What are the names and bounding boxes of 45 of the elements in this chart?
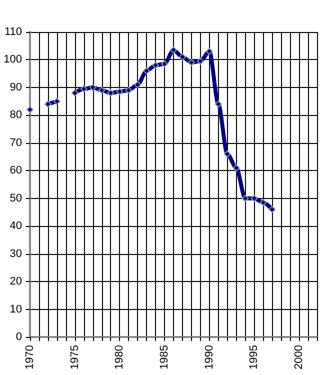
point: [188, 59, 195, 66]
y-tick-label: 0: [16, 331, 22, 343]
point: [242, 194, 249, 202]
point: [232, 164, 240, 172]
y-tick-label: 40: [10, 220, 22, 232]
point: [178, 53, 186, 60]
y-tick-label: 110: [4, 26, 22, 38]
point: [214, 100, 222, 108]
point: [80, 85, 88, 92]
y-tick-label: 90: [10, 81, 22, 94]
x-tick-label: 1980: [114, 345, 126, 370]
x-tick-label: 1975: [68, 345, 81, 370]
point: [71, 90, 78, 96]
point: [196, 58, 204, 65]
x-tick-label: 1970: [24, 345, 36, 370]
point: [152, 62, 160, 69]
point: [206, 48, 213, 55]
x-tick-label: 1990: [203, 345, 216, 370]
y-tick-label: 50: [10, 192, 22, 204]
point: [143, 67, 150, 74]
point: [116, 88, 124, 96]
point: [170, 46, 177, 54]
point: [268, 206, 276, 213]
point: [53, 98, 60, 105]
point: [26, 106, 34, 114]
y-tick-label: 60: [10, 164, 22, 177]
y-tick-label: 80: [10, 109, 22, 122]
y-tick-label: 10: [10, 303, 22, 316]
point: [107, 90, 114, 96]
point: [161, 60, 168, 68]
y-tick-label: 20: [10, 276, 22, 288]
point: [134, 81, 142, 88]
x-tick-label: 1995: [248, 345, 260, 370]
y-tick-label: 70: [10, 136, 22, 149]
point: [250, 194, 258, 202]
x-tick-label: 2000: [293, 345, 306, 370]
x-tick-label: 1985: [158, 345, 171, 370]
point: [98, 86, 106, 94]
point: [89, 84, 96, 91]
point: [44, 100, 52, 108]
y-tick-label: 100: [4, 54, 22, 66]
point: [224, 150, 231, 158]
point: [125, 86, 132, 94]
point: [260, 199, 267, 206]
y-tick-label: 30: [10, 248, 22, 260]
